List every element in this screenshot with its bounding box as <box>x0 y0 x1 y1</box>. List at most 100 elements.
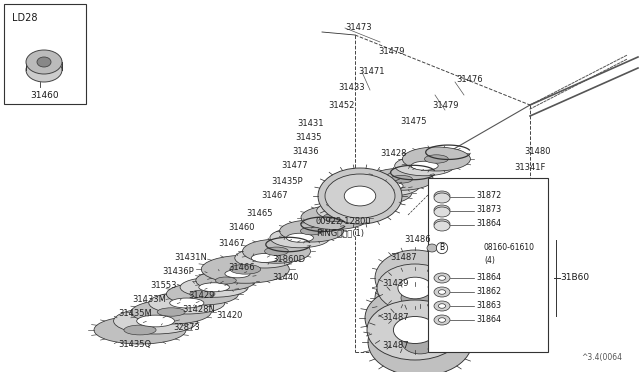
Text: 31465: 31465 <box>246 208 273 218</box>
Ellipse shape <box>375 270 455 326</box>
Ellipse shape <box>394 317 436 343</box>
Ellipse shape <box>264 247 289 256</box>
Ellipse shape <box>368 308 472 372</box>
Text: 31436: 31436 <box>292 148 319 157</box>
Ellipse shape <box>336 189 396 209</box>
Ellipse shape <box>124 325 156 335</box>
Text: 31860D: 31860D <box>272 256 305 264</box>
Ellipse shape <box>300 227 323 235</box>
Ellipse shape <box>360 176 420 196</box>
Ellipse shape <box>434 315 450 325</box>
Text: 31435: 31435 <box>295 134 321 142</box>
Text: 31467: 31467 <box>261 192 287 201</box>
Ellipse shape <box>434 301 450 311</box>
Ellipse shape <box>390 176 413 183</box>
Text: 31479: 31479 <box>378 48 404 57</box>
Ellipse shape <box>434 205 450 215</box>
Text: 31477: 31477 <box>281 161 308 170</box>
Text: 31440: 31440 <box>272 273 298 282</box>
Text: 31435M: 31435M <box>118 310 152 318</box>
Ellipse shape <box>397 307 433 329</box>
Ellipse shape <box>190 290 215 298</box>
Ellipse shape <box>196 270 256 291</box>
Ellipse shape <box>434 219 450 229</box>
Text: 31864: 31864 <box>476 315 501 324</box>
Ellipse shape <box>317 201 377 221</box>
Ellipse shape <box>209 265 266 283</box>
Ellipse shape <box>235 248 295 268</box>
Ellipse shape <box>395 156 454 176</box>
Ellipse shape <box>202 255 289 283</box>
Ellipse shape <box>424 155 448 163</box>
Text: 31428: 31428 <box>380 150 406 158</box>
Text: 31435P: 31435P <box>271 176 303 186</box>
Ellipse shape <box>401 288 429 308</box>
Ellipse shape <box>157 308 185 316</box>
Ellipse shape <box>427 244 437 252</box>
Ellipse shape <box>438 290 445 294</box>
Ellipse shape <box>301 205 369 230</box>
Text: 31487: 31487 <box>382 340 408 350</box>
Text: 31486: 31486 <box>404 235 431 244</box>
Ellipse shape <box>37 57 51 67</box>
Ellipse shape <box>270 228 330 248</box>
Ellipse shape <box>344 181 412 205</box>
Ellipse shape <box>438 304 445 308</box>
Ellipse shape <box>344 186 376 206</box>
Ellipse shape <box>252 253 278 263</box>
Ellipse shape <box>375 250 455 306</box>
Text: 31487: 31487 <box>390 253 417 263</box>
Text: 31873: 31873 <box>476 205 501 215</box>
Ellipse shape <box>325 174 395 218</box>
Ellipse shape <box>369 168 433 190</box>
Bar <box>4 4 86 104</box>
Ellipse shape <box>434 273 450 283</box>
Text: 31467: 31467 <box>218 240 244 248</box>
Text: 31471: 31471 <box>358 67 385 77</box>
Ellipse shape <box>199 283 229 292</box>
Ellipse shape <box>149 292 225 314</box>
Text: 31429: 31429 <box>188 292 214 301</box>
Ellipse shape <box>402 330 438 354</box>
Ellipse shape <box>215 277 236 284</box>
Text: ^3.4(0064: ^3.4(0064 <box>581 353 622 362</box>
Text: 31862: 31862 <box>476 288 501 296</box>
Ellipse shape <box>243 239 310 263</box>
Text: 31863: 31863 <box>476 301 501 311</box>
Ellipse shape <box>114 308 198 334</box>
Ellipse shape <box>166 283 239 305</box>
Text: 31439: 31439 <box>382 279 408 289</box>
Ellipse shape <box>323 213 347 222</box>
Ellipse shape <box>287 233 314 242</box>
Text: 31466: 31466 <box>228 263 255 273</box>
Ellipse shape <box>225 270 250 278</box>
Text: 31420: 31420 <box>216 311 243 321</box>
Text: B: B <box>440 244 445 253</box>
Text: 31436P: 31436P <box>162 267 194 276</box>
Ellipse shape <box>137 315 175 327</box>
Ellipse shape <box>434 221 450 231</box>
Ellipse shape <box>318 168 402 224</box>
Ellipse shape <box>280 220 344 242</box>
Ellipse shape <box>412 161 438 170</box>
Text: 31431: 31431 <box>297 119 323 128</box>
Ellipse shape <box>26 58 62 82</box>
Ellipse shape <box>434 193 450 203</box>
Ellipse shape <box>376 182 403 190</box>
Ellipse shape <box>434 287 450 297</box>
Text: 31473: 31473 <box>345 23 372 32</box>
Ellipse shape <box>377 264 453 312</box>
Text: 31476: 31476 <box>456 76 483 84</box>
Text: 31480: 31480 <box>524 148 550 157</box>
Ellipse shape <box>398 277 432 299</box>
Ellipse shape <box>180 277 248 297</box>
Ellipse shape <box>94 316 186 344</box>
Text: 00922-12800: 00922-12800 <box>316 218 372 227</box>
Ellipse shape <box>346 186 374 206</box>
Text: 32873: 32873 <box>173 324 200 333</box>
Ellipse shape <box>438 276 445 280</box>
Text: 31460: 31460 <box>228 224 255 232</box>
Text: 08160-61610: 08160-61610 <box>484 244 535 253</box>
Text: 31435Q: 31435Q <box>118 340 151 350</box>
Ellipse shape <box>353 195 380 204</box>
